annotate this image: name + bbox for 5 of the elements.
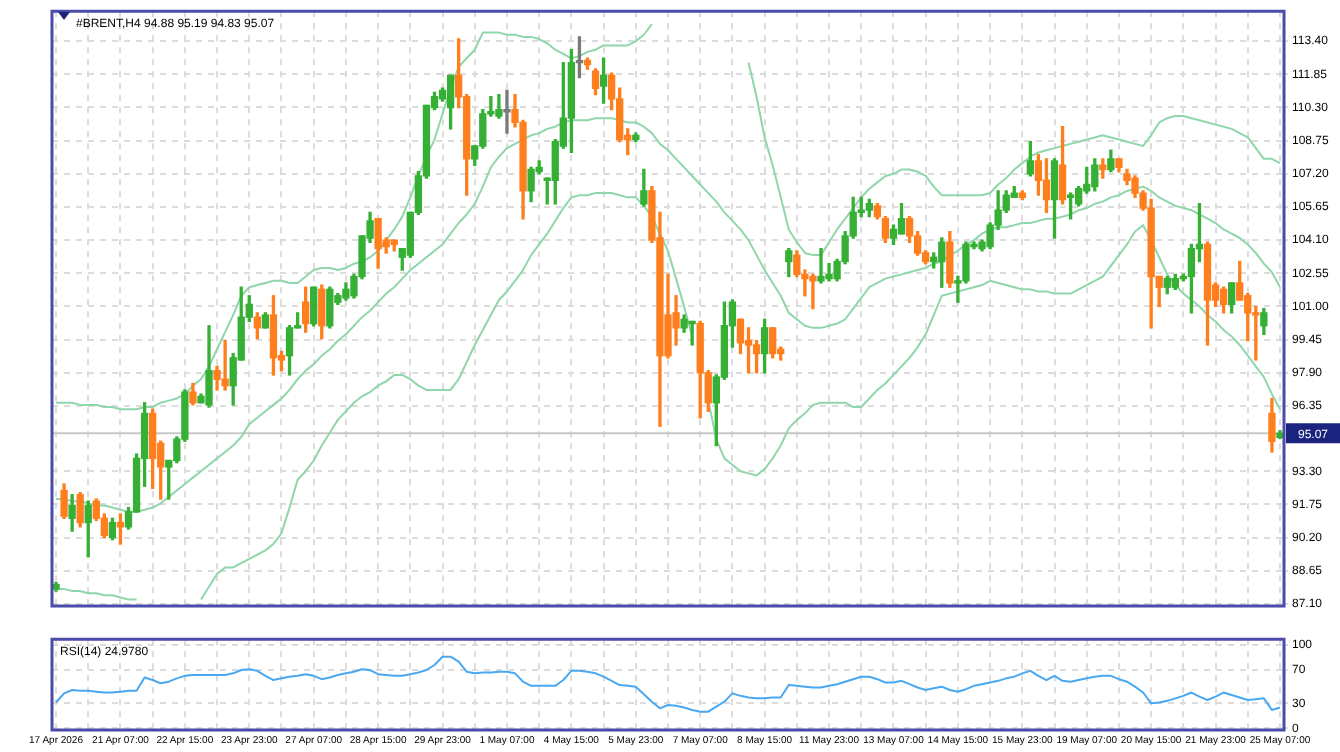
candlestick [221,340,229,391]
candlestick [503,89,511,134]
candlestick [688,320,696,346]
candlestick [817,248,825,284]
candlestick [809,273,817,310]
